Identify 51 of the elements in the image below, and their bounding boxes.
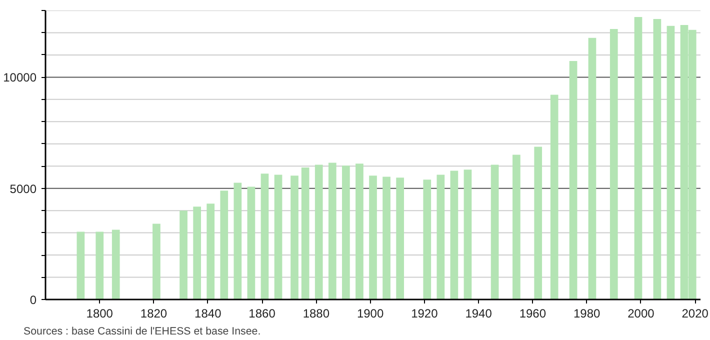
bar	[490, 164, 499, 300]
bar	[220, 190, 228, 300]
x-tick-label: 1900	[356, 306, 384, 320]
bar	[342, 166, 350, 300]
bar	[206, 204, 215, 300]
x-tick-label: 1980	[573, 306, 600, 320]
bar	[356, 164, 364, 300]
y-tick-label: 10000	[3, 70, 37, 85]
x-tick-label: 2020	[682, 306, 709, 320]
bar	[193, 206, 201, 300]
bar	[290, 176, 298, 300]
x-tick-label: 1880	[302, 306, 330, 320]
x-tick-label: 1920	[411, 306, 438, 320]
x-tick-label: 1860	[248, 306, 276, 320]
bar	[234, 182, 242, 300]
bar	[76, 232, 85, 300]
bar	[274, 174, 282, 300]
bar	[112, 230, 120, 300]
bar	[369, 176, 377, 300]
bar	[464, 170, 472, 300]
x-tick-label: 2000	[628, 306, 655, 320]
bar	[180, 210, 188, 300]
bar	[588, 38, 596, 300]
bar	[382, 176, 390, 300]
bar	[534, 146, 542, 300]
y-tick-label: 0	[30, 293, 37, 307]
source-note: Sources : base Cassini de l'EHESS et base Insee.	[24, 326, 261, 338]
bar	[260, 174, 269, 300]
x-tick-label: 1840	[194, 306, 222, 320]
bar	[569, 60, 578, 300]
x-tick-label: 1960	[519, 306, 546, 320]
bar	[152, 224, 160, 300]
bar	[450, 170, 458, 300]
bar	[666, 26, 675, 300]
bar	[512, 154, 520, 300]
bar	[634, 16, 642, 300]
bar	[328, 162, 336, 300]
bar	[301, 167, 310, 300]
bar	[96, 232, 104, 300]
bar	[436, 174, 445, 300]
x-tick-label: 1820	[140, 306, 168, 320]
bar	[396, 178, 404, 300]
x-tick-label: 1800	[86, 306, 114, 320]
x-tick-label: 1940	[465, 306, 492, 320]
bar	[653, 18, 662, 300]
bar	[423, 180, 432, 300]
bar	[550, 94, 558, 300]
bar	[610, 28, 618, 300]
bar	[247, 186, 256, 300]
bar	[314, 164, 323, 300]
y-tick-label: 5000	[10, 182, 37, 196]
